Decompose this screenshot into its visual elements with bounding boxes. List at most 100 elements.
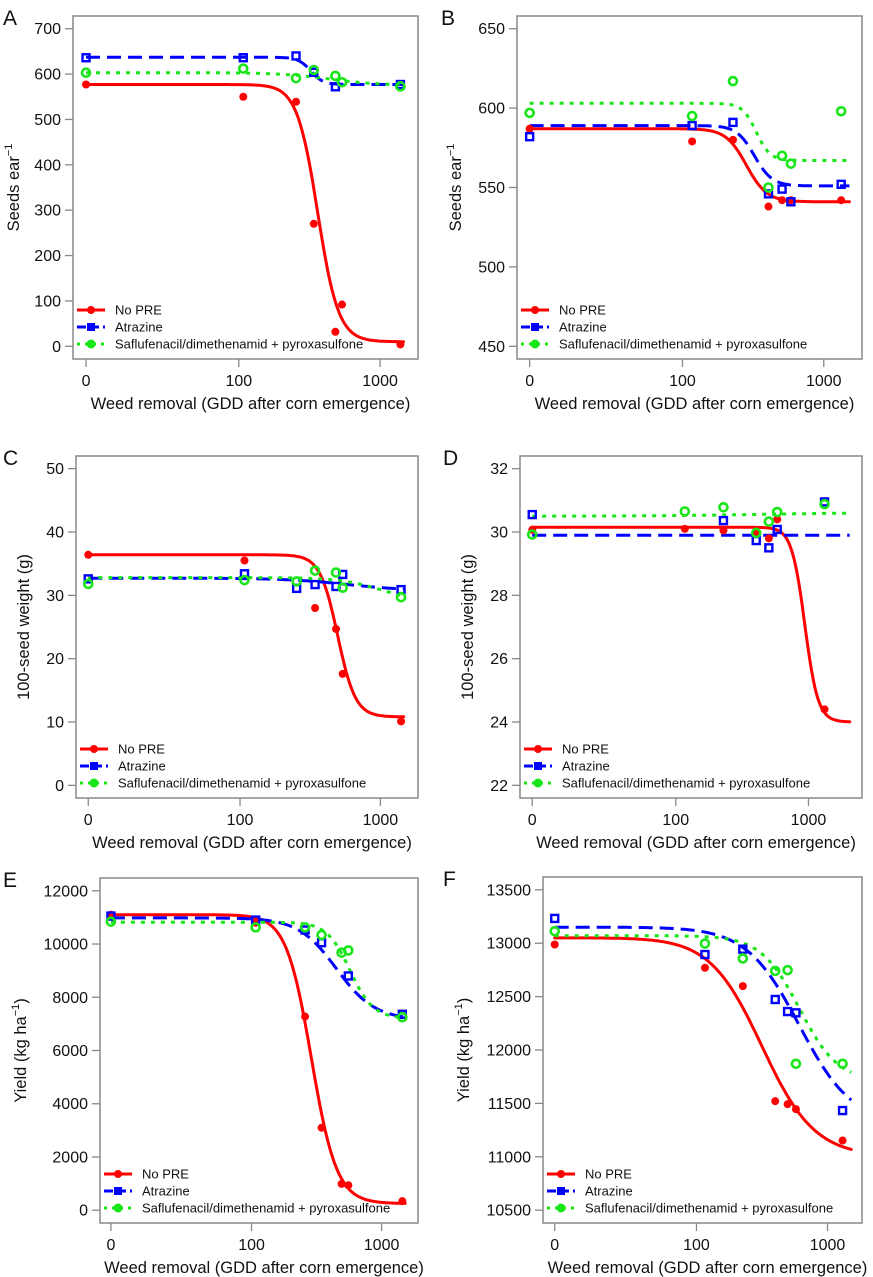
y-axis-label: Seeds ear−1 <box>445 144 465 232</box>
panel-label: E <box>3 869 17 892</box>
fit-curve-0 <box>530 525 852 724</box>
data-point <box>679 506 691 517</box>
data-point <box>290 72 302 84</box>
y-axis-label: Yield (kg ha−1) <box>453 998 473 1103</box>
data-point <box>778 196 787 205</box>
data-point <box>688 137 697 146</box>
panel-label: B <box>441 7 455 30</box>
fit-curve-1 <box>529 124 850 188</box>
legend: No PRE Atrazine Saflufenacil/dimethenamid … <box>104 1167 390 1216</box>
plot-area <box>82 550 407 726</box>
legend-label: Saflufenacil/dimethenamid + pyroxasulfon… <box>559 337 807 352</box>
x-axis-label: Weed removal (GDD after corn emergence) <box>91 395 411 413</box>
data-point <box>337 582 349 594</box>
data-point <box>718 501 729 513</box>
y-axis-label: Yield (kg ha−1) <box>10 998 30 1103</box>
data-point <box>82 578 94 590</box>
legend-label: Atrazine <box>118 759 166 774</box>
plot-area <box>526 497 852 724</box>
data-point <box>81 53 91 63</box>
legend-label: No PRE <box>118 742 165 757</box>
x-tick-label: 0 <box>528 812 537 829</box>
legend-label: Atrazine <box>115 320 163 335</box>
fit-curve-1 <box>554 925 853 1102</box>
legend: No PRE Atrazine Saflufenacil/dimethenamid … <box>524 742 810 791</box>
x-tick-label: 100 <box>225 373 252 390</box>
data-point <box>727 75 739 87</box>
y-tick-label: 24 <box>490 715 508 732</box>
legend-label: Saflufenacil/dimethenamid + pyroxasulfon… <box>562 776 810 791</box>
y-axis-label-suffix: ) <box>455 998 473 1004</box>
legend-label: No PRE <box>142 1167 189 1182</box>
data-point <box>764 534 773 543</box>
legend-marker-2 <box>533 778 543 788</box>
data-point <box>395 591 407 603</box>
legend-label: Atrazine <box>585 1184 633 1199</box>
data-point <box>82 80 91 89</box>
y-axis-label: 100-seed weight (g) <box>15 554 33 700</box>
data-point <box>316 929 327 941</box>
y-tick-label: 0 <box>55 778 64 795</box>
data-point <box>680 524 689 533</box>
data-point <box>317 1123 326 1132</box>
data-point <box>397 1011 408 1023</box>
legend-marker-1 <box>90 762 98 770</box>
x-axis-label: Weed removal (GDD after corn emergence) <box>535 395 855 413</box>
panel-c: C 0 10 20 30 40 50 0 100 1000 Weed removal (GDD af… <box>3 447 419 852</box>
data-point <box>699 938 711 949</box>
legend-marker-1 <box>114 1187 122 1195</box>
data-point <box>344 1181 353 1190</box>
data-point <box>790 1058 802 1070</box>
legend-label: No PRE <box>115 303 162 318</box>
plot-area <box>549 913 853 1151</box>
data-point <box>292 97 301 106</box>
legend-marker-1 <box>534 762 542 770</box>
data-point <box>238 53 248 63</box>
x-tick-label: 1000 <box>364 1237 400 1254</box>
x-tick-label: 1000 <box>362 373 398 390</box>
x-axis-label: Weed removal (GDD after corn emergence) <box>104 1259 424 1277</box>
y-tick-label: 550 <box>478 180 505 197</box>
data-point <box>239 574 250 586</box>
legend: No PRE Atrazine Saflufenacil/dimethenamid … <box>521 303 807 352</box>
data-point <box>338 669 347 678</box>
y-tick-label: 13000 <box>487 936 532 953</box>
data-point <box>84 550 93 559</box>
panel-label: F <box>443 868 456 891</box>
y-tick-label: 400 <box>34 157 61 174</box>
y-tick-label: 30 <box>490 525 508 542</box>
data-point <box>524 107 535 119</box>
data-point <box>835 105 847 117</box>
x-tick-label: 1000 <box>806 373 842 390</box>
legend-marker-0 <box>534 745 542 753</box>
fit-curve-0 <box>84 83 405 344</box>
data-point <box>776 150 788 162</box>
y-tick-label: 10000 <box>44 937 89 954</box>
data-point <box>791 1105 800 1114</box>
y-tick-label: 500 <box>34 112 61 129</box>
data-point <box>310 579 320 590</box>
panel-label: C <box>3 447 18 470</box>
x-tick-label: 1000 <box>810 1237 846 1254</box>
y-axis-label-main: Yield (kg ha <box>455 1015 473 1102</box>
panel-e: E 0 2000 4000 6000 8000 10000 12000 0 100 1000 Weed… <box>3 869 424 1277</box>
data-point <box>291 51 301 61</box>
fit-curve-2 <box>110 920 406 1020</box>
data-point <box>777 184 787 194</box>
data-point <box>550 913 560 924</box>
y-axis-label-superscript: −1 <box>3 144 15 157</box>
data-point <box>687 120 697 131</box>
data-point <box>338 300 347 309</box>
y-axis-label-main: 100-seed weight (g) <box>15 554 33 700</box>
fit-curve-2 <box>88 576 404 598</box>
data-point <box>237 63 249 74</box>
plot-area <box>105 910 408 1206</box>
y-tick-label: 12000 <box>44 883 89 900</box>
y-tick-label: 32 <box>490 461 508 478</box>
data-point <box>786 197 796 207</box>
data-point <box>700 963 709 972</box>
plot-frame <box>75 455 419 799</box>
data-point <box>330 70 341 82</box>
data-point <box>106 911 116 921</box>
